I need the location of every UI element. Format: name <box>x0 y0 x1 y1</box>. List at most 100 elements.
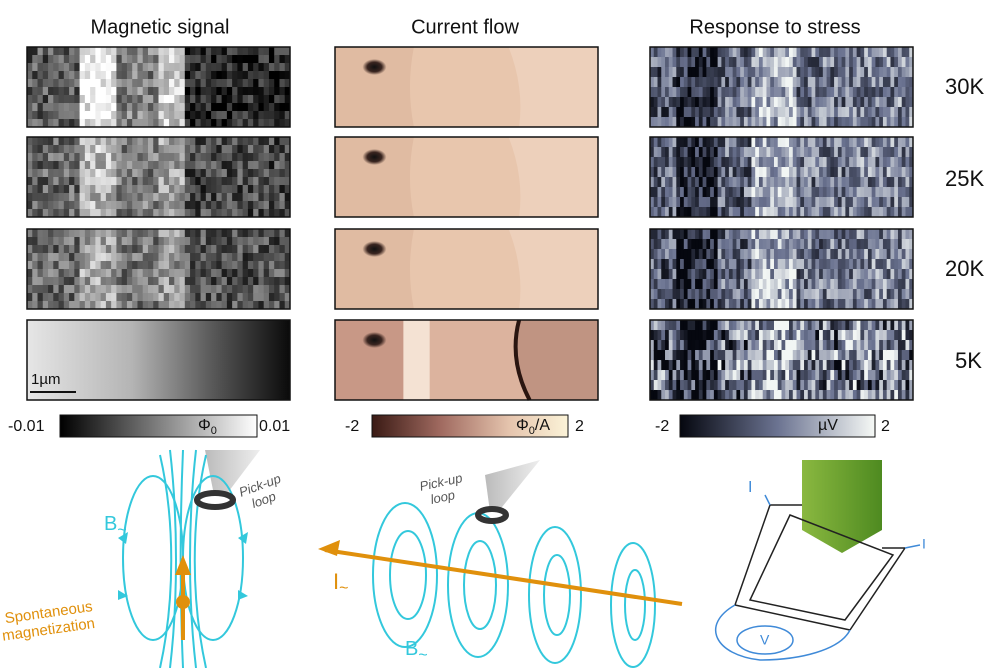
pixel <box>733 177 737 188</box>
pixel <box>766 117 770 128</box>
pixel <box>748 370 752 381</box>
pixel <box>797 197 801 208</box>
pixel <box>665 340 669 351</box>
pixel <box>766 137 770 148</box>
pixel <box>890 87 894 98</box>
pixel <box>95 119 101 128</box>
pixel <box>661 279 665 290</box>
pixel <box>782 279 786 290</box>
pixel <box>778 370 782 381</box>
pixel <box>164 63 170 72</box>
pixel <box>748 320 752 331</box>
pixel <box>658 350 662 361</box>
pixel <box>857 269 861 280</box>
pixel <box>684 370 688 381</box>
pixel <box>830 177 834 188</box>
pixel <box>116 63 122 72</box>
pixel <box>894 360 898 371</box>
pixel <box>64 55 70 64</box>
pixel <box>845 137 849 148</box>
pixel <box>875 320 879 331</box>
pixel <box>222 253 228 262</box>
pixel <box>206 153 212 162</box>
pixel <box>211 71 217 80</box>
pixel <box>101 253 107 262</box>
pixel <box>32 209 38 218</box>
pixel <box>793 259 797 270</box>
pixel <box>838 350 842 361</box>
pixel <box>853 77 857 88</box>
pixel <box>248 119 254 128</box>
pixel <box>736 207 740 218</box>
pixel <box>137 103 143 112</box>
pixel <box>857 340 861 351</box>
pixel <box>902 380 906 391</box>
pixel <box>766 249 770 260</box>
pixel <box>164 285 170 294</box>
pixel <box>695 340 699 351</box>
pixel <box>53 87 59 96</box>
pixel <box>237 285 243 294</box>
pixel <box>793 229 797 240</box>
pixel <box>703 87 707 98</box>
pixel <box>658 289 662 300</box>
pixel <box>159 237 165 246</box>
pixel <box>53 169 59 178</box>
pixel <box>180 63 186 72</box>
pixel <box>838 67 842 78</box>
pixel <box>148 185 154 194</box>
pixel <box>729 289 733 300</box>
pixel <box>691 77 695 88</box>
pixel <box>227 95 233 104</box>
pixel <box>201 177 207 186</box>
pixel <box>718 77 722 88</box>
pixel <box>691 57 695 68</box>
pixel <box>759 239 763 250</box>
pixel <box>279 193 285 202</box>
pixel <box>206 245 212 254</box>
pixel <box>190 177 196 186</box>
pixel <box>755 137 759 148</box>
pixel <box>721 137 725 148</box>
pixel <box>661 177 665 188</box>
pixel <box>253 285 259 294</box>
pixel <box>264 269 270 278</box>
pixel <box>665 97 669 108</box>
pixel <box>857 229 861 240</box>
pixel <box>857 187 861 198</box>
pixel <box>808 380 812 391</box>
pixel <box>216 95 222 104</box>
pixel <box>774 197 778 208</box>
pixel <box>80 209 86 218</box>
pixel <box>699 117 703 128</box>
pixel <box>748 299 752 310</box>
pixel <box>879 239 883 250</box>
pixel <box>819 77 823 88</box>
pixel <box>879 197 883 208</box>
pixel <box>770 229 774 240</box>
pixel <box>216 119 222 128</box>
pixel <box>778 340 782 351</box>
pixel <box>778 380 782 391</box>
pixel <box>661 197 665 208</box>
pixel <box>74 161 80 170</box>
voltmeter-wire <box>716 605 850 660</box>
pixel <box>695 320 699 331</box>
pixel <box>898 249 902 260</box>
pixel <box>122 201 128 210</box>
pixel <box>654 177 658 188</box>
pixel <box>842 187 846 198</box>
pixel <box>827 269 831 280</box>
pixel <box>684 269 688 280</box>
pixel <box>706 187 710 198</box>
pixel <box>274 245 280 254</box>
pixel <box>770 77 774 88</box>
pixel <box>222 301 228 310</box>
pixel <box>59 55 65 64</box>
pixel <box>232 145 238 154</box>
pixel <box>201 161 207 170</box>
pixel <box>116 161 122 170</box>
pixel <box>669 330 673 341</box>
pixel <box>766 360 770 371</box>
pixel <box>69 261 75 270</box>
